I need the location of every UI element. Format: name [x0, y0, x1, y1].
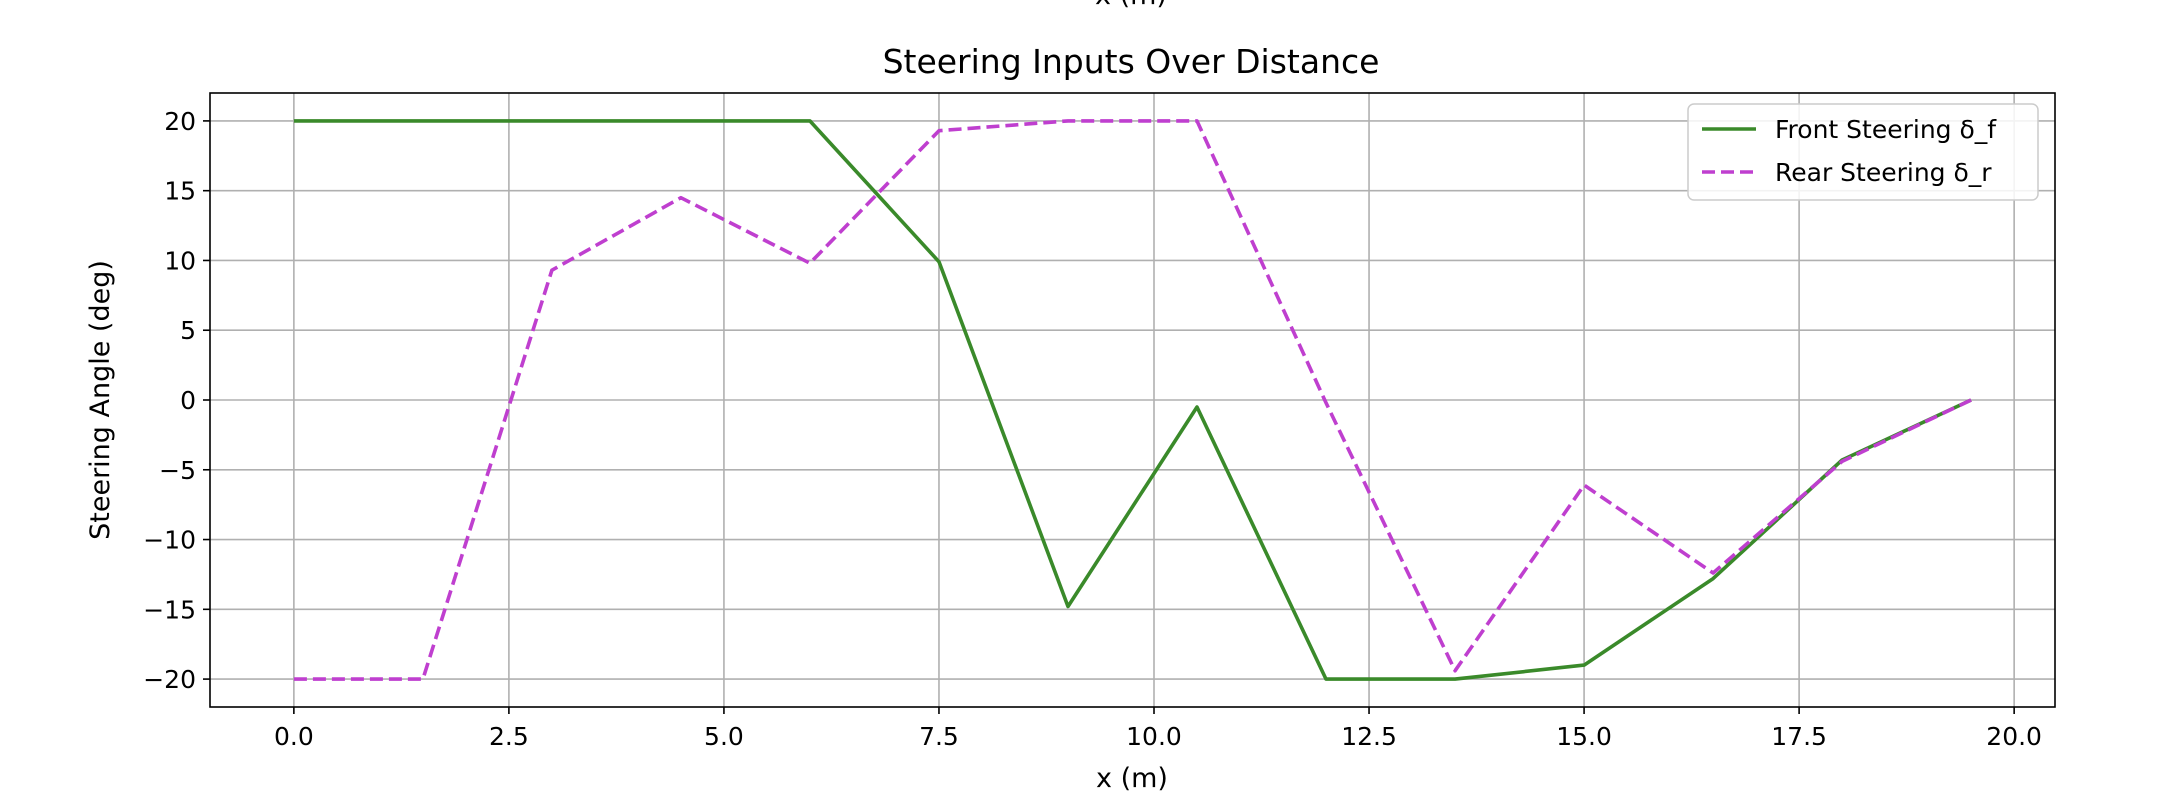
y-tick-label: −20: [143, 665, 196, 694]
x-tick-label: 2.5: [489, 722, 529, 751]
x-tick-label: 5.0: [704, 722, 744, 751]
y-tick-label: 15: [164, 177, 196, 206]
y-axis-label: Steering Angle (deg): [85, 260, 116, 540]
y-tick-label: 20: [164, 107, 196, 136]
clipped-axis-label: x (m): [1095, 0, 1167, 11]
chart-title: Steering Inputs Over Distance: [883, 42, 1380, 81]
y-tick-label: 5: [180, 316, 196, 345]
legend-box: [1687, 103, 2039, 201]
y-tick-label: 0: [180, 386, 196, 415]
x-axis-label: x (m): [1096, 763, 1168, 794]
y-tick-label: −5: [159, 456, 196, 485]
ticks: 0.0 2.5 5.0 7.5 10.0 12.5 15.0 17.5 20.0 20 15 10 5 0…: [143, 107, 2042, 751]
series-line-rear-steering: [293, 119, 1972, 681]
series-layer: [293, 119, 1972, 681]
x-tick-label: 17.5: [1771, 722, 1827, 751]
x-tick-label: 12.5: [1341, 722, 1397, 751]
series-line-front-steering: [293, 119, 1972, 681]
x-tick-label: 15.0: [1556, 722, 1612, 751]
y-tick-label: 10: [164, 246, 196, 275]
x-tick-label: 10.0: [1126, 722, 1182, 751]
legend: Front Steering δ_f Rear Steering δ_r: [1687, 103, 2039, 201]
y-tick-label: −10: [143, 526, 196, 555]
legend-label-rear-steering: Rear Steering δ_r: [1775, 158, 1992, 187]
legend-label-front-steering: Front Steering δ_f: [1775, 115, 1997, 144]
y-tick-label: −15: [143, 595, 196, 624]
x-tick-label: 7.5: [919, 722, 959, 751]
x-tick-label: 20.0: [1986, 722, 2042, 751]
x-tick-label: 0.0: [274, 722, 314, 751]
